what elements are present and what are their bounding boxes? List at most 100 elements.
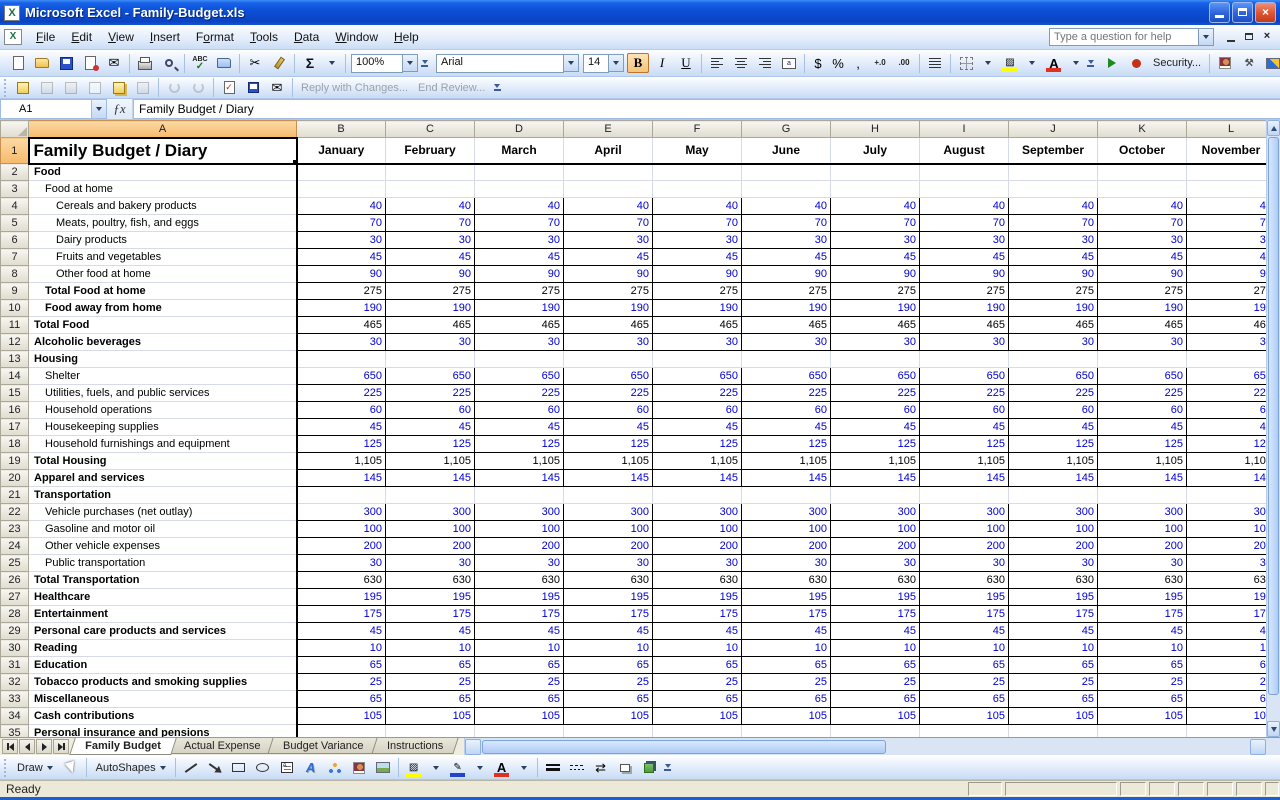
cell[interactable]: 30 xyxy=(830,554,920,572)
cell[interactable]: 100 xyxy=(1097,520,1187,538)
row-header-19[interactable]: 19 xyxy=(0,452,29,470)
save-version-icon[interactable] xyxy=(242,78,264,98)
cell[interactable]: 300 xyxy=(652,503,742,521)
cell[interactable]: 90 xyxy=(919,265,1009,283)
sheet-tab-budget-variance[interactable]: Budget Variance xyxy=(267,738,380,754)
cell[interactable]: 30 xyxy=(474,554,564,572)
help-dropdown-icon[interactable] xyxy=(1199,28,1214,46)
cell[interactable]: 195 xyxy=(741,588,831,606)
cell[interactable]: 30 xyxy=(563,231,653,249)
end-review-button[interactable]: End Review... xyxy=(418,81,486,94)
autosum-icon[interactable]: Σ xyxy=(305,55,315,71)
font-name-dropdown-icon[interactable] xyxy=(564,54,579,72)
cell[interactable]: 30 xyxy=(296,231,386,249)
sheet-tab-instructions[interactable]: Instructions xyxy=(371,738,459,754)
cell[interactable]: 30 xyxy=(385,231,475,249)
cell[interactable]: 30 xyxy=(1008,231,1098,249)
cell[interactable] xyxy=(1008,180,1098,198)
cell[interactable]: 30 xyxy=(919,231,1009,249)
row-header-11[interactable]: 11 xyxy=(0,316,29,334)
cell[interactable]: 465 xyxy=(741,316,831,334)
currency-icon[interactable]: $ xyxy=(814,55,822,71)
cell[interactable]: 125 xyxy=(919,435,1009,453)
cell[interactable]: 45 xyxy=(563,418,653,436)
formula-input[interactable]: Family Budget / Diary xyxy=(133,99,1280,119)
cell[interactable]: 65 xyxy=(563,690,653,708)
menu-data[interactable]: Data xyxy=(293,30,320,44)
cell[interactable]: 225 xyxy=(296,384,386,402)
cell[interactable]: 60 xyxy=(1097,401,1187,419)
cell[interactable]: 45 xyxy=(296,248,386,266)
cell[interactable]: 40 xyxy=(563,197,653,215)
cell[interactable]: 65 xyxy=(474,656,564,674)
cell[interactable]: 30 xyxy=(1097,231,1187,249)
cell[interactable]: 45 xyxy=(1186,622,1266,640)
cell[interactable]: 45 xyxy=(1186,418,1266,436)
cell[interactable]: 25 xyxy=(296,673,386,691)
cell[interactable] xyxy=(563,180,653,198)
cell[interactable]: 100 xyxy=(296,520,386,538)
cell[interactable]: 300 xyxy=(1097,503,1187,521)
select-all-corner[interactable] xyxy=(0,120,29,138)
cell[interactable]: 30 xyxy=(1097,554,1187,572)
run-macro-icon[interactable] xyxy=(1101,53,1123,73)
line-color-icon[interactable]: ✎ xyxy=(447,758,469,778)
cell[interactable]: 100 xyxy=(919,520,1009,538)
cell[interactable]: 60 xyxy=(741,401,831,419)
cell[interactable]: 200 xyxy=(919,537,1009,555)
menu-edit[interactable]: Edit xyxy=(71,30,93,44)
cell[interactable] xyxy=(1097,724,1187,737)
row-label[interactable]: Alcoholic beverages xyxy=(28,333,298,351)
spelling-icon[interactable]: ABC ✓ xyxy=(192,55,208,72)
fill-color-dropdown-icon[interactable] xyxy=(427,758,445,778)
control-toolbox-icon[interactable]: ⚒ xyxy=(1244,57,1254,69)
new-document-icon[interactable] xyxy=(7,53,29,73)
cell[interactable]: 90 xyxy=(1008,265,1098,283)
row-label[interactable]: Other vehicle expenses xyxy=(28,537,298,555)
row-header-31[interactable]: 31 xyxy=(0,656,29,674)
cell[interactable]: 30 xyxy=(652,231,742,249)
cell[interactable]: 30 xyxy=(296,554,386,572)
row-label[interactable]: Total Transportation xyxy=(28,571,298,589)
cell[interactable]: 630 xyxy=(474,571,564,589)
cell[interactable]: 90 xyxy=(741,265,831,283)
cell[interactable]: 10 xyxy=(741,639,831,657)
cell[interactable]: 465 xyxy=(474,316,564,334)
menu-tools[interactable]: Tools xyxy=(249,30,278,44)
cell[interactable]: 1,105 xyxy=(741,452,831,470)
fill-color-dropdown-icon[interactable] xyxy=(1023,53,1041,73)
cell[interactable] xyxy=(741,350,831,368)
cell[interactable]: 25 xyxy=(1097,673,1187,691)
diagram-icon[interactable] xyxy=(324,758,346,778)
cell[interactable]: 25 xyxy=(830,673,920,691)
cell[interactable]: 195 xyxy=(296,588,386,606)
horizontal-scrollbar[interactable] xyxy=(464,738,1266,755)
cell[interactable]: 145 xyxy=(652,469,742,487)
next-sheet-icon[interactable] xyxy=(36,739,52,754)
cell[interactable]: 125 xyxy=(563,435,653,453)
cell[interactable]: 30 xyxy=(1097,333,1187,351)
delete-comment-icon[interactable] xyxy=(132,78,154,98)
cell[interactable]: 45 xyxy=(1008,248,1098,266)
cell[interactable]: 65 xyxy=(385,656,475,674)
row-header-28[interactable]: 28 xyxy=(0,605,29,623)
col-header-H[interactable]: H xyxy=(830,120,920,138)
name-box[interactable]: A1 xyxy=(0,99,92,119)
cell[interactable]: 30 xyxy=(1008,333,1098,351)
clip-art-icon[interactable] xyxy=(348,758,370,778)
cell[interactable]: 630 xyxy=(1008,571,1098,589)
row-label[interactable]: Tobacco products and smoking supplies xyxy=(28,673,298,691)
cell[interactable]: 45 xyxy=(385,622,475,640)
font-color-dropdown-icon[interactable] xyxy=(515,758,533,778)
cell[interactable]: 630 xyxy=(652,571,742,589)
cell[interactable] xyxy=(474,724,564,737)
row-label[interactable]: Total Housing xyxy=(28,452,298,470)
row-label[interactable]: Total Food at home xyxy=(28,282,298,300)
cell[interactable]: 465 xyxy=(1186,316,1266,334)
menu-help[interactable]: Help xyxy=(394,30,419,44)
merge-center-icon[interactable]: a xyxy=(778,53,800,73)
insert-function-icon[interactable]: ƒx xyxy=(107,99,133,119)
cell[interactable]: 70 xyxy=(652,214,742,232)
month-header[interactable]: March xyxy=(474,137,564,165)
col-header-E[interactable]: E xyxy=(563,120,653,138)
